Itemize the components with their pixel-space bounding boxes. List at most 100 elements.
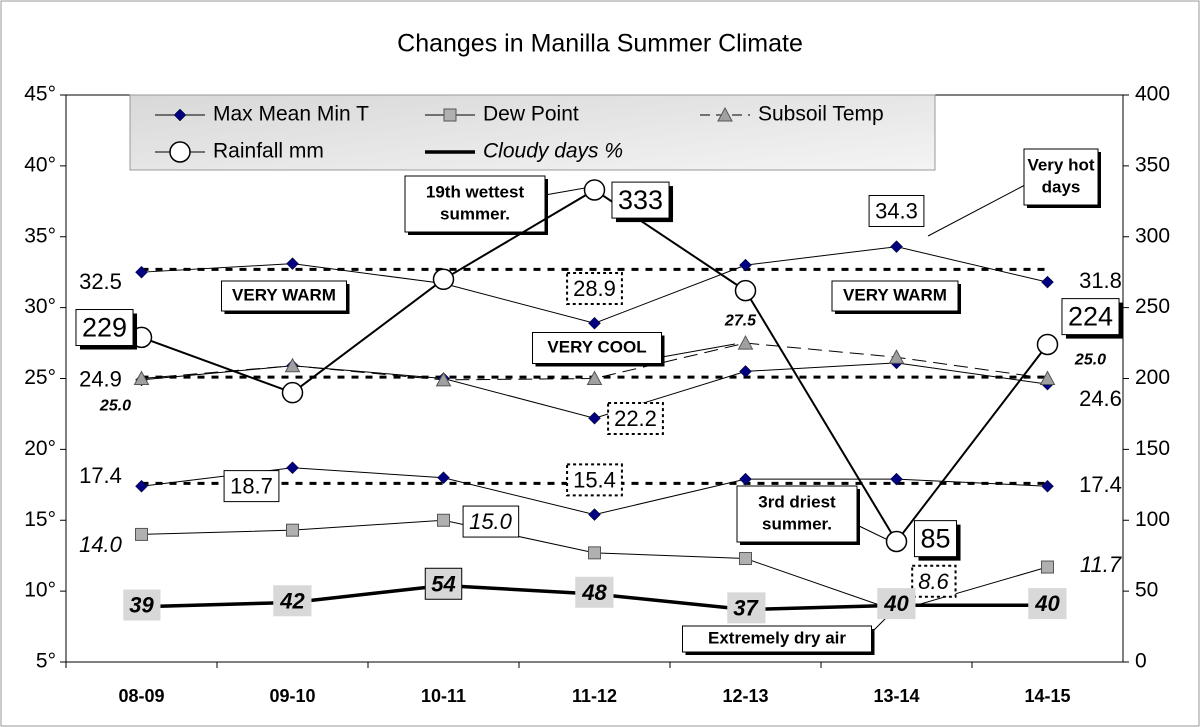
data-label: 40 — [883, 591, 909, 616]
annotation-box — [221, 280, 347, 312]
label-box — [462, 505, 520, 538]
marker-square — [739, 552, 752, 566]
marker-circle — [734, 279, 757, 302]
marker-diamond — [890, 472, 903, 486]
data-label: 39 — [129, 593, 154, 618]
marker-triangle — [435, 371, 452, 387]
label-box — [611, 181, 670, 219]
annotation: Extremely dry air — [708, 628, 846, 647]
data-label: 34.3 — [875, 198, 918, 223]
marker-triangle — [717, 106, 733, 122]
marker-circle — [583, 179, 606, 201]
data-label: 14.0 — [79, 532, 123, 557]
annotation: 19th wettest — [426, 182, 525, 201]
marker-triangle — [284, 357, 301, 373]
y-tick-label: 35° — [24, 224, 56, 247]
y-tick-label: 45° — [24, 83, 56, 106]
annotation: days — [1042, 177, 1081, 196]
data-label: 31.8 — [1079, 268, 1122, 293]
y2-tick-label: 250 — [1135, 295, 1170, 318]
legend-label: Subsoil Temp — [758, 103, 884, 126]
data-label: 333 — [618, 185, 663, 215]
marker-triangle — [133, 370, 150, 385]
legend-label: Dew Point — [483, 103, 579, 126]
annotation-box — [682, 625, 872, 653]
data-label: 40 — [1034, 591, 1060, 616]
y-tick-label: 30° — [24, 295, 56, 318]
annotation-box — [1023, 148, 1099, 206]
marker-square — [1041, 560, 1054, 574]
annotation: 3rd driest — [758, 492, 836, 511]
marker-circle — [885, 530, 908, 553]
marker-square — [588, 546, 601, 560]
marker-diamond — [890, 240, 903, 254]
data-label: 15.4 — [573, 467, 616, 492]
data-label: 25.0 — [99, 398, 131, 415]
marker-circle — [281, 381, 304, 404]
data-label: 27.5 — [724, 312, 757, 329]
data-label: 28.9 — [573, 276, 616, 301]
y2-tick-label: 150 — [1135, 437, 1170, 460]
legend: Max Mean Min T Dew Point Subsoil Temp Rainf… — [129, 94, 936, 171]
data-label: 224 — [1068, 302, 1113, 332]
annotation-connector — [856, 524, 889, 541]
label-box — [868, 194, 925, 227]
marker-circle — [432, 268, 455, 291]
x-tick-label: 11-12 — [572, 686, 617, 706]
marker-square — [443, 108, 457, 122]
x-tick-label: 13-14 — [873, 686, 919, 706]
x-tick-label: 09-10 — [269, 686, 315, 706]
y-tick-label: 5° — [36, 650, 56, 673]
annotation: VERY WARM — [843, 285, 947, 304]
label-box — [1028, 588, 1067, 620]
annotation-connector — [661, 343, 736, 358]
label-box — [566, 272, 623, 306]
annotation-box — [736, 485, 858, 543]
label-box — [727, 592, 766, 624]
marker-diamond — [286, 257, 299, 271]
annotation-box — [532, 332, 662, 364]
data-label: 48 — [581, 580, 607, 605]
y-tick-label: 40° — [24, 153, 56, 176]
data-label: 37 — [733, 595, 759, 620]
label-box — [566, 463, 623, 497]
marker-square — [437, 513, 450, 527]
label-box — [877, 588, 916, 620]
marker-diamond — [739, 258, 752, 272]
marker-triangle — [586, 370, 603, 385]
marker-diamond — [135, 265, 148, 279]
marker-triangle — [1039, 370, 1056, 385]
marker-diamond — [588, 316, 601, 330]
legend-label: Cloudy days % — [483, 140, 623, 163]
legend-label: Max Mean Min T — [213, 103, 369, 126]
marker-square — [286, 523, 299, 537]
data-label: 85 — [920, 524, 950, 554]
marker-diamond — [1041, 479, 1054, 493]
label-box — [223, 470, 280, 503]
y2-tick-label: 400 — [1135, 83, 1170, 106]
data-label: 22.2 — [614, 406, 657, 431]
annotation: VERY WARM — [232, 285, 336, 304]
marker-diamond — [135, 479, 148, 493]
y-tick-label: 15° — [24, 508, 56, 531]
marker-diamond — [739, 472, 752, 486]
y-tick-label: 10° — [24, 579, 56, 602]
y2-tick-label: 300 — [1135, 224, 1170, 247]
y2-tick-label: 0 — [1135, 650, 1147, 673]
data-label: 8.6 — [918, 569, 949, 594]
label-box — [1061, 298, 1120, 336]
annotation: VERY COOL — [547, 337, 646, 356]
data-label: 24.6 — [1079, 386, 1122, 411]
annotation-box — [831, 280, 959, 312]
marker-triangle — [888, 349, 905, 364]
marker-circle — [169, 141, 191, 163]
data-label: 42 — [279, 588, 305, 613]
annotation: summer. — [440, 204, 510, 223]
data-label: 15.0 — [469, 509, 513, 534]
label-box — [123, 589, 161, 621]
marker-diamond — [588, 508, 601, 521]
legend-box — [129, 94, 936, 171]
y2-tick-label: 50 — [1135, 579, 1158, 602]
